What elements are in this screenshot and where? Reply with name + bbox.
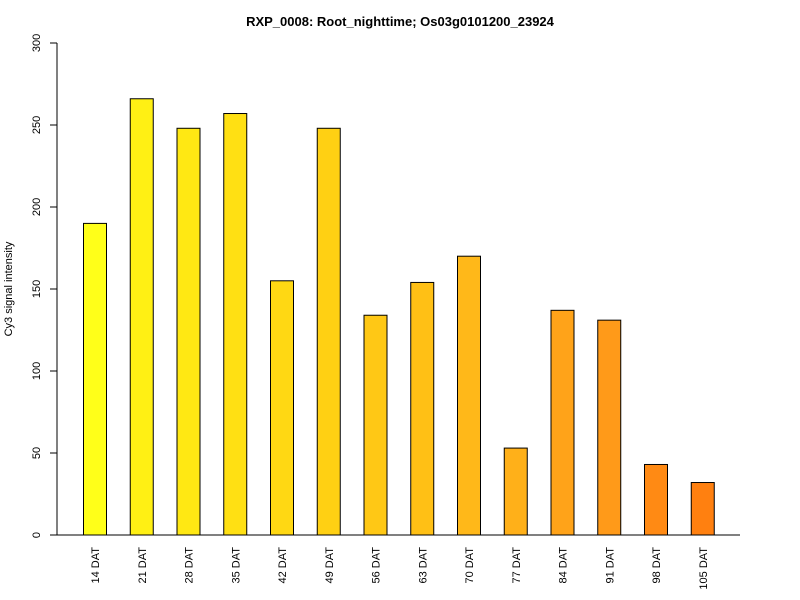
x-tick-label: 70 DAT bbox=[464, 547, 476, 584]
bar bbox=[223, 113, 248, 536]
x-tick-label: 49 DAT bbox=[324, 547, 336, 584]
bar bbox=[503, 447, 528, 536]
x-tick-label: 42 DAT bbox=[277, 547, 289, 584]
x-tick-label: 84 DAT bbox=[558, 547, 570, 584]
bar bbox=[644, 463, 668, 536]
x-tick-label: 56 DAT bbox=[371, 547, 383, 584]
bars-group bbox=[83, 98, 715, 536]
x-tick-label: 63 DAT bbox=[417, 547, 429, 584]
bar bbox=[316, 127, 341, 536]
y-axis-label: Cy3 signal intensity bbox=[3, 241, 15, 336]
x-tick-label: 21 DAT bbox=[137, 547, 149, 584]
bar bbox=[129, 98, 154, 536]
bar bbox=[176, 127, 201, 536]
x-axis: 14 DAT 21 DAT 28 DAT 35 DAT 42 DAT 49 DAT 56 D… bbox=[57, 534, 740, 590]
y-tick-label: 300 bbox=[31, 34, 43, 52]
bar bbox=[410, 281, 435, 536]
bar bbox=[363, 314, 388, 536]
x-tick-label: 91 DAT bbox=[604, 547, 616, 584]
x-tick-label: 98 DAT bbox=[651, 547, 663, 584]
y-tick-label: 50 bbox=[31, 447, 43, 459]
bar bbox=[597, 319, 622, 536]
chart-title: RXP_0008: Root_nighttime; Os03g0101200_2… bbox=[246, 14, 555, 29]
y-tick-label: 150 bbox=[31, 280, 43, 298]
y-tick-label: 0 bbox=[31, 532, 43, 538]
bar bbox=[270, 280, 294, 536]
bar bbox=[457, 255, 481, 536]
x-tick-label: 77 DAT bbox=[511, 547, 523, 584]
bar bbox=[550, 309, 575, 536]
y-tick-label: 250 bbox=[31, 116, 43, 134]
x-tick-label: 35 DAT bbox=[230, 547, 242, 584]
bar bbox=[690, 482, 715, 536]
y-tick-label: 200 bbox=[31, 198, 43, 216]
y-tick-label: 100 bbox=[31, 362, 43, 380]
bar bbox=[83, 222, 107, 536]
x-tick-label: 105 DAT bbox=[698, 547, 710, 590]
x-tick-label: 14 DAT bbox=[90, 547, 102, 584]
x-tick-label: 28 DAT bbox=[184, 547, 196, 584]
y-axis: 0 50 100 150 200 250 300 bbox=[31, 34, 58, 538]
